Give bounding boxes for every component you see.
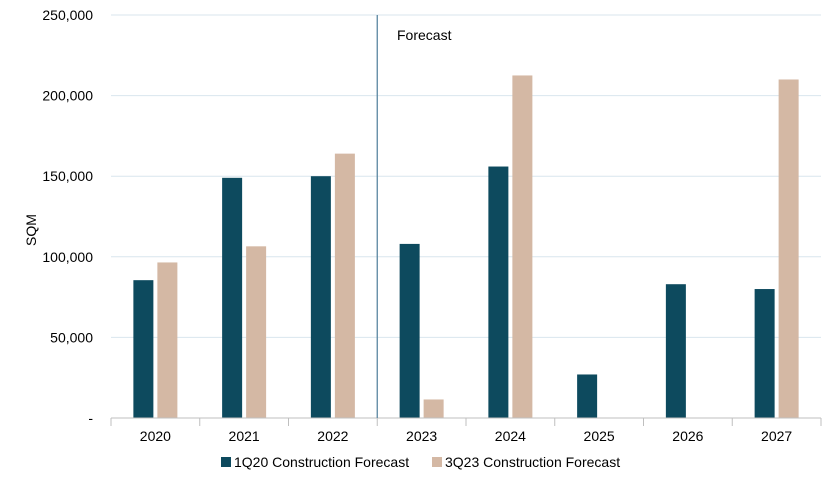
x-tick-label: 2024 xyxy=(495,428,526,444)
y-axis-label: SQM xyxy=(23,214,39,246)
bar-3q23-2027 xyxy=(778,79,799,418)
x-tick-label: 2021 xyxy=(229,428,260,444)
x-tick-label: 2026 xyxy=(672,428,703,444)
y-tick-label: 150,000 xyxy=(42,168,93,184)
y-tick-label: 200,000 xyxy=(42,88,93,104)
bar-1q20-2023 xyxy=(399,243,420,418)
bar-1q20-2025 xyxy=(577,374,598,418)
y-tick-label: 100,000 xyxy=(42,249,93,265)
legend-label-1q20: 1Q20 Construction Forecast xyxy=(234,454,409,470)
bar-1q20-2027 xyxy=(754,289,775,418)
x-tick-label: 2020 xyxy=(140,428,171,444)
legend-swatch-3q23 xyxy=(432,457,442,467)
bar-3q23-2021 xyxy=(246,246,267,418)
bar-3q23-2024 xyxy=(512,75,533,418)
bar-1q20-2022 xyxy=(310,176,331,418)
bar-3q23-2022 xyxy=(334,153,355,418)
x-tick-label: 2023 xyxy=(406,428,437,444)
x-tick-label: 2025 xyxy=(584,428,615,444)
bar-1q20-2026 xyxy=(665,284,686,418)
legend-label-3q23: 3Q23 Construction Forecast xyxy=(445,454,620,470)
x-tick-label: 2022 xyxy=(317,428,348,444)
bar-1q20-2024 xyxy=(488,166,509,418)
forecast-annotation: Forecast xyxy=(397,27,452,43)
bar-1q20-2020 xyxy=(133,280,154,418)
bar-3q23-2023 xyxy=(423,399,444,418)
y-tick-label: 250,000 xyxy=(42,7,93,23)
legend-swatch-1q20 xyxy=(221,457,231,467)
y-tick-label: 50,000 xyxy=(50,329,93,345)
legend: 1Q20 Construction Forecast 3Q23 Construc… xyxy=(221,454,620,470)
bar-3q23-2020 xyxy=(157,262,178,418)
axes: - 50,000 100,000 150,000 200,000 250,000 2020 2… xyxy=(42,7,822,444)
bar-1q20-2021 xyxy=(222,177,243,418)
bars xyxy=(133,75,799,418)
y-tick-label: - xyxy=(88,410,93,426)
gridlines xyxy=(111,14,821,338)
x-tick-label: 2027 xyxy=(761,428,792,444)
